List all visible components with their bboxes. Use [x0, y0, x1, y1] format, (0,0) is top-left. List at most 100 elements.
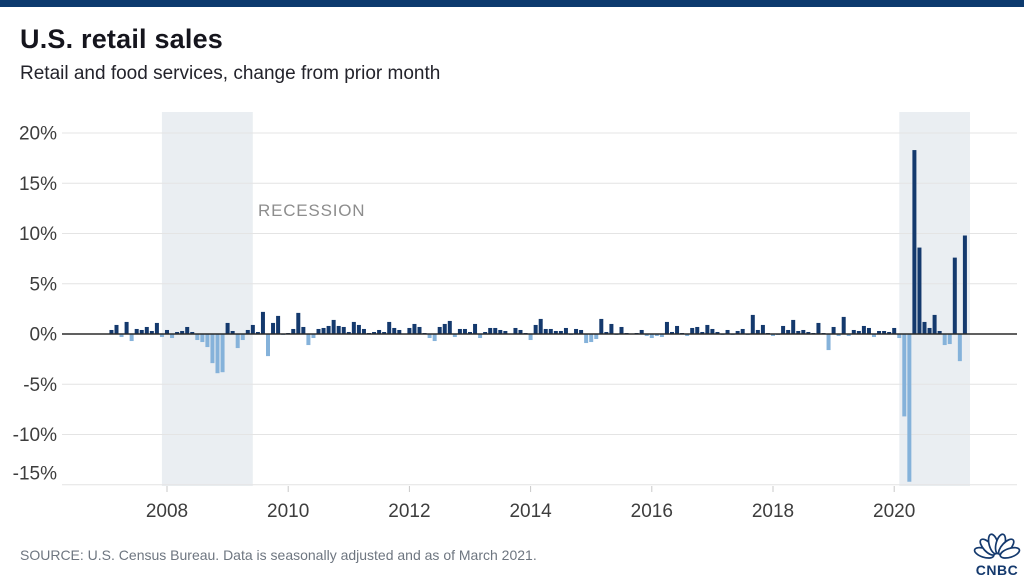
x-axis-label: 2008 [146, 501, 188, 522]
bar-positive [185, 326, 190, 335]
bar-positive [675, 325, 680, 334]
bar-positive [276, 315, 281, 334]
bar-negative [907, 334, 912, 482]
bar-positive [917, 247, 922, 334]
bar-positive [255, 331, 260, 334]
bar-positive [715, 331, 720, 334]
bar-positive [952, 257, 957, 334]
bar-positive [144, 326, 149, 335]
bar-negative [210, 334, 215, 364]
bar-positive [372, 331, 377, 334]
y-axis-label: -15% [13, 463, 57, 484]
bar-positive [503, 330, 508, 335]
y-axis-label: 15% [19, 174, 57, 195]
bar-negative [685, 334, 690, 337]
bar-positive [806, 331, 811, 334]
x-axis-label: 2010 [267, 501, 309, 522]
x-axis-label: 2020 [873, 501, 915, 522]
bar-positive [932, 314, 937, 334]
bar-positive [139, 329, 144, 334]
bar-positive [260, 311, 265, 334]
bar-positive [457, 328, 462, 334]
recession-annotation: RECESSION [258, 201, 365, 220]
cnbc-logo: CNBC [973, 533, 1021, 578]
bar-negative [220, 334, 225, 373]
bar-positive [750, 314, 755, 334]
bar-positive [468, 331, 472, 334]
bar-positive [791, 319, 796, 334]
bar-positive [816, 322, 821, 334]
bar-positive [887, 331, 892, 334]
bar-positive [437, 326, 442, 335]
bar-negative [266, 334, 270, 357]
bar-positive [356, 324, 361, 334]
bar-positive [760, 324, 765, 334]
bar-positive [462, 328, 467, 334]
bar-negative [195, 334, 200, 341]
x-axis-label: 2014 [509, 501, 552, 522]
bar-positive [346, 331, 351, 334]
bar-positive [331, 319, 336, 334]
bar-negative [235, 334, 240, 349]
bar-positive [109, 329, 114, 334]
bar-positive [225, 322, 230, 334]
retail-sales-bar-chart: 20% 15% 10% 5% 0% -5% -10% -15% 2008 2010 2012 2014… [13, 112, 1017, 522]
bar-negative [659, 334, 664, 338]
bar-positive [962, 235, 967, 334]
bar-positive [710, 328, 715, 334]
bar-positive [377, 329, 382, 334]
bar-positive [670, 331, 674, 334]
bar-positive [382, 331, 387, 334]
bar-positive [316, 328, 321, 334]
bar-positive [397, 329, 402, 334]
bar-negative [584, 334, 589, 344]
cnbc-wordmark: CNBC [976, 562, 1018, 578]
bar-positive [165, 329, 169, 334]
y-axis-label: -5% [23, 375, 57, 396]
bar-negative [129, 334, 134, 342]
bar-positive [230, 330, 235, 335]
top-accent-stripe [0, 0, 1024, 7]
bar-positive [134, 328, 139, 334]
bar-positive [447, 320, 452, 335]
bar-positive [781, 325, 786, 334]
bar-positive [301, 326, 306, 335]
bar-positive [856, 330, 861, 335]
bar-positive [326, 325, 331, 334]
x-axis-label: 2012 [388, 501, 430, 522]
bar-positive [609, 323, 614, 334]
bar-positive [553, 330, 558, 335]
bar-positive [841, 316, 846, 334]
bar-negative [200, 334, 205, 343]
y-axis-label: 20% [19, 124, 57, 145]
bar-positive [114, 324, 119, 334]
bar-negative [654, 334, 659, 337]
bar-positive [493, 327, 498, 334]
bar-positive [755, 329, 760, 334]
bar-positive [861, 325, 866, 334]
y-axis-label: 5% [30, 274, 58, 295]
x-axis-label: 2016 [631, 501, 673, 522]
bar-positive [387, 321, 392, 334]
bar-negative [306, 334, 311, 346]
bar-negative [897, 334, 902, 339]
bar-negative [478, 334, 483, 339]
bar-positive [927, 327, 932, 334]
bar-positive [149, 330, 154, 335]
bar-negative [771, 334, 775, 337]
bar-positive [690, 327, 695, 334]
bar-positive [851, 329, 856, 334]
bar-positive [877, 330, 882, 335]
bar-negative [170, 334, 175, 339]
bar-positive [513, 327, 518, 334]
bar-positive [538, 318, 543, 335]
bar-positive [619, 326, 624, 335]
bar-negative [427, 334, 432, 339]
bar-positive [533, 324, 538, 334]
bar-positive [442, 323, 447, 334]
bar-positive [250, 324, 255, 334]
source-note: SOURCE: U.S. Census Bureau. Data is seas… [20, 547, 537, 563]
bar-positive [488, 327, 493, 334]
bar-negative [902, 334, 907, 417]
bar-negative [452, 334, 457, 338]
